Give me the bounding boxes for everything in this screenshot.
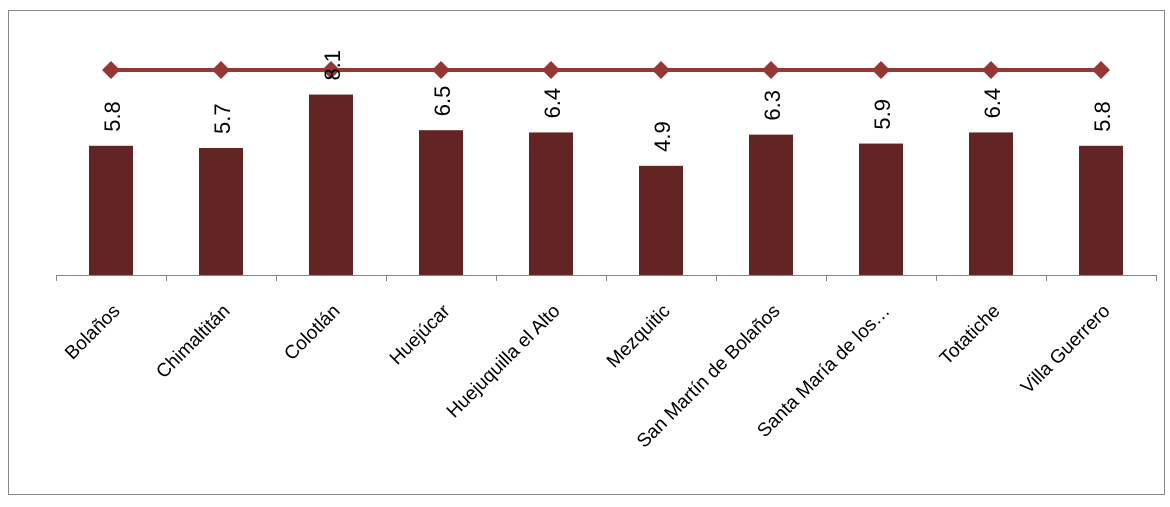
- bar-9: [969, 132, 1013, 275]
- line-marker-9: [982, 61, 1000, 80]
- data-label-6: 4.9: [650, 121, 675, 152]
- bar-4: [419, 130, 463, 275]
- bar-8: [859, 143, 903, 275]
- bar-7: [749, 134, 793, 275]
- line-marker-4: [432, 61, 450, 80]
- data-labels-layer: 5.8 5.7 8.1 6.5 6.4 4.9 6.3 5.9 6.4 5.8: [100, 50, 1115, 152]
- data-label-3: 8.1: [320, 50, 345, 81]
- bar-10: [1079, 145, 1123, 275]
- line-marker-10: [1092, 61, 1110, 80]
- line-marker-8: [872, 61, 890, 80]
- data-label-9: 6.4: [980, 88, 1005, 119]
- data-label-10: 5.8: [1090, 101, 1115, 132]
- data-label-7: 6.3: [760, 90, 785, 121]
- line-marker-2: [212, 61, 230, 80]
- bar-6: [639, 165, 683, 275]
- data-label-8: 5.9: [870, 99, 895, 130]
- bar-2: [199, 148, 243, 275]
- bar-3: [309, 94, 353, 275]
- data-label-1: 5.8: [100, 101, 125, 132]
- line-series-layer: [102, 61, 1110, 80]
- line-marker-7: [762, 61, 780, 80]
- line-marker-3: [322, 61, 340, 80]
- data-label-4: 6.5: [430, 86, 455, 117]
- data-label-2: 5.7: [210, 103, 235, 134]
- data-label-5: 6.4: [540, 88, 565, 119]
- x-axis: [56, 275, 1157, 281]
- bar-5: [529, 132, 573, 275]
- line-marker-6: [652, 61, 670, 80]
- bars-layer: [89, 94, 1123, 275]
- line-marker-1: [102, 61, 120, 80]
- bar-1: [89, 145, 133, 275]
- line-marker-5: [542, 61, 560, 80]
